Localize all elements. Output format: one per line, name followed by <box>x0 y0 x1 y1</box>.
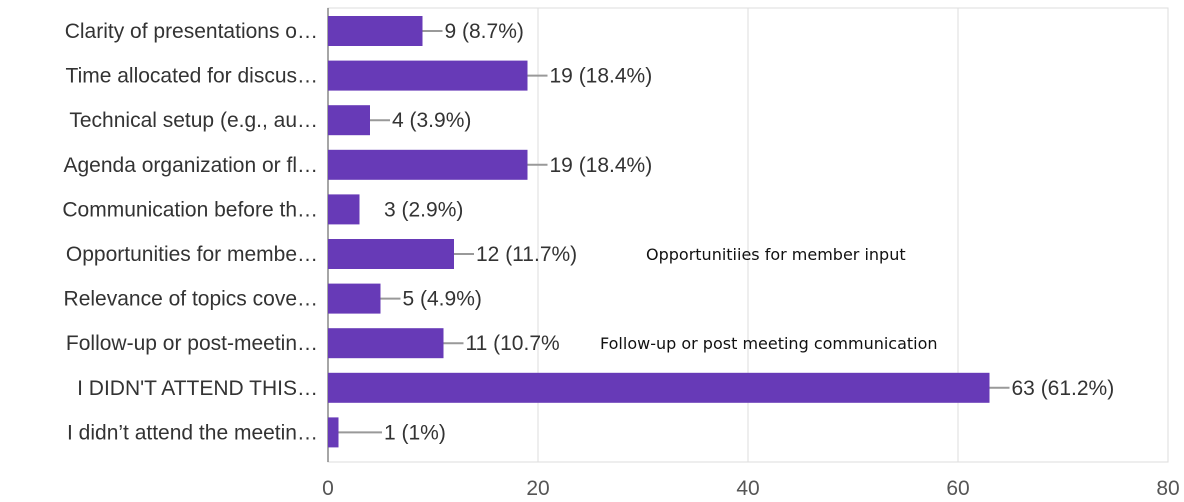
labels: 0 20 40 60 80 Clarity of presentations o… 9 (8… <box>62 20 1179 500</box>
bar <box>328 105 370 136</box>
x-tick-label: 60 <box>946 477 969 500</box>
category-label: Time allocated for discus… <box>66 65 318 88</box>
data-label: 9 (8.7%) <box>445 20 524 43</box>
annotation-text: Opportunitiies for member input <box>646 245 906 264</box>
category-label: Clarity of presentations o… <box>65 20 318 43</box>
bars <box>328 16 1010 448</box>
bar <box>328 328 444 359</box>
data-label: 63 (61.2%) <box>1012 377 1115 400</box>
data-label: 11 (10.7% <box>466 332 560 355</box>
x-tick-label: 20 <box>526 477 549 500</box>
x-tick-label: 0 <box>322 477 334 500</box>
bar <box>328 283 381 314</box>
bar <box>328 16 423 46</box>
bar <box>328 194 360 225</box>
category-label: I didn’t attend the meetin… <box>67 421 318 444</box>
bar <box>328 417 339 448</box>
data-label: 19 (18.4%) <box>550 65 653 88</box>
bar <box>328 149 528 180</box>
category-label: I DIDN'T ATTEND THIS… <box>77 377 318 400</box>
category-label: Relevance of topics cove… <box>64 288 318 311</box>
data-label: 3 (2.9%) <box>384 198 463 221</box>
bar <box>328 60 528 91</box>
category-label: Agenda organization or fl… <box>64 154 319 177</box>
annotation-text: Follow-up or post meeting communication <box>600 334 938 353</box>
data-label: 5 (4.9%) <box>403 288 482 311</box>
category-label: Communication before th… <box>62 198 318 221</box>
data-label: 4 (3.9%) <box>392 109 471 132</box>
data-label: 12 (11.7%) <box>476 243 577 266</box>
bar <box>328 372 990 403</box>
x-tick-label: 80 <box>1156 477 1179 500</box>
category-label: Opportunities for membe… <box>66 243 318 266</box>
bar <box>328 239 454 269</box>
category-label: Follow-up or post-meetin… <box>66 332 318 355</box>
data-label: 19 (18.4%) <box>550 154 653 177</box>
x-tick-label: 40 <box>736 477 759 500</box>
category-label: Technical setup (e.g., au… <box>69 109 318 132</box>
data-label: 1 (1%) <box>384 421 446 444</box>
